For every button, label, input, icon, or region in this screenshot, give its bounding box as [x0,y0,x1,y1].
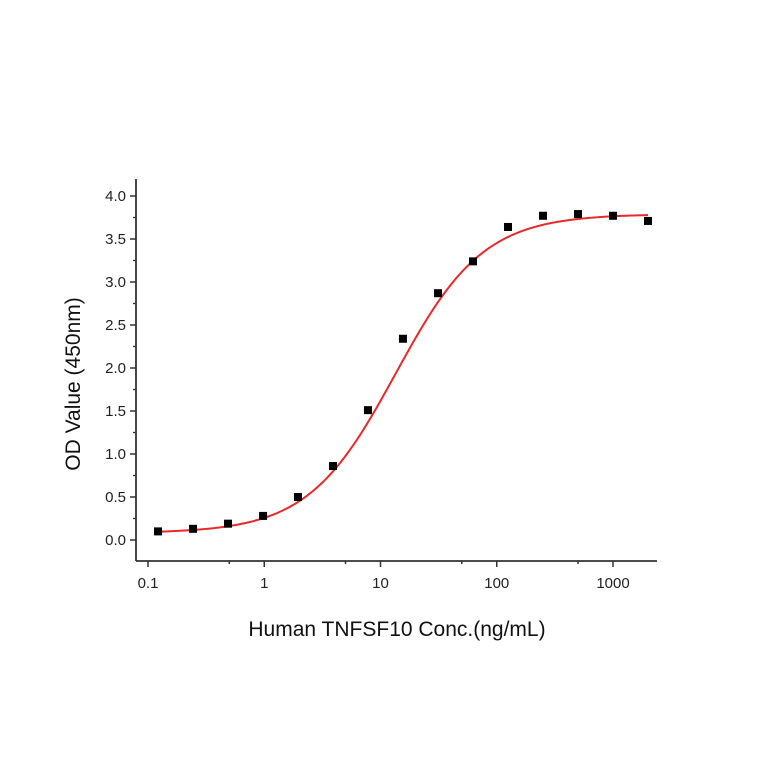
data-point-marker [259,511,268,520]
data-point-marker [224,519,233,528]
y-tick-label: 3.0 [105,274,126,291]
data-point-marker [504,222,513,231]
data-point-marker [609,211,617,220]
y-tick-label: 4.0 [105,188,126,205]
data-point-marker [293,493,302,501]
data-point-marker [434,289,443,298]
x-axis: 0.1 1 10 100 1000 [136,560,657,592]
data-point-marker [643,216,652,225]
y-axis-title: OD Value (450nm) [62,297,85,471]
y-axis: 0.0 0.5 1.0 1.5 2.0 2.5 3.0 3.5 4.0 [105,179,137,561]
y-tick-label: 1.0 [105,446,126,463]
data-point-marker [154,527,163,536]
y-tick-label: 1.5 [105,403,126,420]
y-tick-label: 0.5 [105,489,126,506]
x-tick-label: 1 [260,575,268,592]
y-tick-label: 0.0 [105,532,126,549]
x-tick-label: 0.1 [138,575,159,592]
data-point-marker [189,524,198,533]
data-points [154,210,652,536]
x-tick-label: 1000 [596,575,629,592]
x-tick-label: 10 [372,575,389,592]
data-point-marker [328,462,337,471]
y-tick-label: 2.5 [105,317,126,334]
x-tick-label: 100 [484,575,509,592]
x-axis-title: Human TNFSF10 Conc.(ng/mL) [248,618,545,641]
data-point-marker [363,406,372,415]
y-tick-label: 2.0 [105,360,126,377]
data-point-marker [469,257,478,266]
y-tick-label: 3.5 [105,231,126,248]
fit-curve [158,214,649,533]
fit-curve-line [158,214,649,533]
data-point-marker [539,211,548,220]
data-point-marker [398,334,407,343]
data-point-marker [574,210,583,219]
